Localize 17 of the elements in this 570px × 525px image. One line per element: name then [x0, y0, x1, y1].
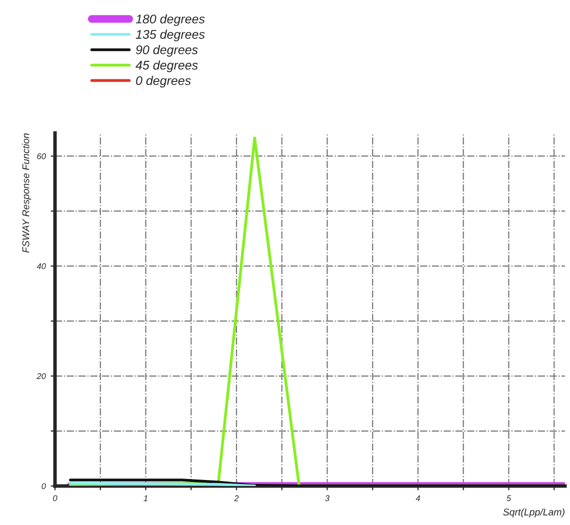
y-tick-label: 0 — [42, 483, 46, 490]
x-tick-label: 0 — [53, 495, 58, 502]
y-tick-label: 60 — [37, 153, 46, 160]
x-tick-label: 2 — [234, 495, 239, 502]
legend-label: 0 degrees — [136, 76, 191, 88]
x-tick-label: 4 — [416, 495, 420, 502]
y-tick-label: 40 — [36, 263, 46, 270]
x-axis-title: Sqrt(Lpp/Lam) — [503, 508, 564, 518]
y-tick-label: 20 — [36, 373, 46, 380]
x-tick-label: 3 — [325, 495, 330, 502]
y-axis-title: FSWAY Response Function — [22, 133, 32, 253]
x-tick-label: 1 — [144, 495, 148, 502]
legend-label: 135 degrees — [136, 30, 205, 42]
legend-label: 180 degrees — [136, 14, 205, 26]
legend-label: 45 degrees — [136, 60, 198, 72]
legend-label: 90 degrees — [136, 45, 198, 57]
x-tick-label: 5 — [506, 495, 512, 502]
